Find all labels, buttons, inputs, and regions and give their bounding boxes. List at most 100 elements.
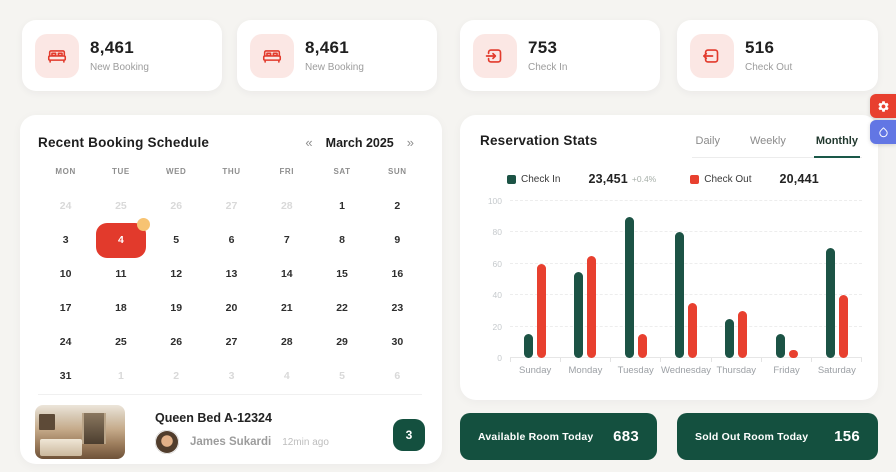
calendar-day[interactable]: 24 <box>59 336 72 348</box>
calendar-day[interactable]: 25 <box>115 200 127 212</box>
check-out-total: 20,441 <box>779 172 819 186</box>
calendar-day[interactable]: 2 <box>173 370 180 382</box>
calendar-day-selected[interactable]: 4 <box>93 217 150 258</box>
calendar-day[interactable]: 4 <box>283 370 290 382</box>
tab-weekly[interactable]: Weekly <box>749 135 786 147</box>
bar-check-in[interactable] <box>825 248 835 358</box>
calendar-day[interactable]: 16 <box>391 268 404 280</box>
bar-group-thursday <box>711 201 761 358</box>
calendar-day[interactable]: 1 <box>339 200 345 212</box>
calendar-day[interactable]: 28 <box>280 336 293 348</box>
weekday-header: SAT <box>333 166 351 176</box>
bar-check-out[interactable] <box>687 303 697 358</box>
calendar-day[interactable]: 28 <box>280 200 293 212</box>
bar-check-in[interactable] <box>624 216 634 358</box>
bar-check-in[interactable] <box>574 271 584 358</box>
calendar-day[interactable]: 3 <box>228 370 235 382</box>
sold-out-room-value: 156 <box>834 428 860 445</box>
calendar-day[interactable]: 23 <box>391 302 404 314</box>
calendar-day[interactable]: 13 <box>225 268 238 280</box>
chart-x-ticks <box>510 358 862 362</box>
calendar-day[interactable]: 6 <box>394 370 401 382</box>
calendar-day[interactable]: 26 <box>170 200 183 212</box>
weekday-header: FRI <box>279 166 295 176</box>
calendar-day[interactable]: 5 <box>339 370 345 382</box>
calendar-day[interactable]: 29 <box>336 336 348 348</box>
booking-count-badge: 3 <box>393 419 425 451</box>
booking-list-item[interactable]: Queen Bed A-12324 James Sukardi 12min ag… <box>35 404 427 459</box>
y-tick-label: 60 <box>492 258 502 269</box>
calendar-day[interactable]: 8 <box>339 234 345 246</box>
calendar-day[interactable]: 3 <box>62 234 69 246</box>
bar-check-in[interactable] <box>725 318 735 358</box>
bar-check-out[interactable] <box>788 350 798 358</box>
bar-check-out[interactable] <box>738 310 748 358</box>
next-month-button[interactable]: » <box>406 135 414 150</box>
legend-label-check-in: Check In <box>521 173 561 185</box>
calendar-day[interactable]: 6 <box>228 234 235 246</box>
bar-group-saturday <box>812 201 862 358</box>
calendar-day[interactable]: 7 <box>283 234 290 246</box>
reservation-bar-chart: 0 20 40 60 80 100 Sunday Monday Tuesday Wednesda… <box>480 196 862 391</box>
stat-value: 516 <box>745 38 775 57</box>
calendar-day[interactable]: 5 <box>173 234 180 246</box>
bar-check-in[interactable] <box>775 334 785 358</box>
calendar-day[interactable]: 2 <box>394 200 401 212</box>
check-in-total: 23,451 <box>588 172 628 186</box>
gear-icon <box>877 100 890 113</box>
calendar-day[interactable]: 22 <box>336 302 348 314</box>
calendar-day[interactable]: 19 <box>170 302 183 314</box>
calendar-day[interactable]: 1 <box>118 370 124 382</box>
calendar-day[interactable]: 21 <box>280 302 293 314</box>
available-room-label: Available Room Today <box>478 430 594 443</box>
calendar-day[interactable]: 17 <box>59 302 72 314</box>
calendar-day[interactable]: 24 <box>59 200 72 212</box>
gridline <box>510 231 862 233</box>
calendar-day[interactable]: 27 <box>225 200 238 212</box>
theme-button[interactable] <box>870 120 896 144</box>
bar-group-monday <box>560 201 610 358</box>
calendar-day[interactable]: 11 <box>115 268 127 280</box>
reservation-stats-panel: Reservation Stats Daily Weekly Monthly C… <box>460 115 878 400</box>
calendar-day[interactable]: 27 <box>225 336 238 348</box>
settings-button[interactable] <box>870 94 896 118</box>
bar-check-out[interactable] <box>537 263 547 358</box>
bar-check-out[interactable] <box>637 334 647 358</box>
stat-value: 8,461 <box>90 38 135 57</box>
bar-check-in[interactable] <box>524 334 534 358</box>
gridline <box>510 294 862 296</box>
y-tick-label: 100 <box>487 196 502 206</box>
day-event-dot <box>136 217 150 231</box>
prev-month-button[interactable]: « <box>305 135 313 150</box>
calendar-day[interactable]: 14 <box>280 268 293 280</box>
calendar-day[interactable]: 30 <box>391 336 404 348</box>
stat-value: 753 <box>528 38 558 57</box>
calendar-day[interactable]: 20 <box>225 302 238 314</box>
calendar-day[interactable]: 9 <box>394 234 401 246</box>
bar-check-in[interactable] <box>674 232 684 358</box>
tab-daily[interactable]: Daily <box>695 135 720 147</box>
calendar-day[interactable]: 31 <box>59 370 72 382</box>
stat-value: 8,461 <box>305 38 350 57</box>
bar-group-wednesday <box>661 201 711 358</box>
weekday-header: THU <box>222 166 241 176</box>
stat-card-new-booking-1: 8,461 New Booking <box>22 20 222 91</box>
calendar-day[interactable]: 15 <box>336 268 348 280</box>
bar-check-out[interactable] <box>587 255 597 358</box>
calendar-day[interactable]: 25 <box>115 336 127 348</box>
month-nav: « March 2025 » <box>305 136 414 150</box>
calendar-day[interactable]: 10 <box>59 268 72 280</box>
check-in-icon <box>473 33 517 78</box>
period-tabs: Daily Weekly Monthly <box>691 133 862 158</box>
chart-legend: Check In 23,451 +0.4% Check Out 20,441 <box>507 172 819 186</box>
calendar-day[interactable]: 12 <box>170 268 183 280</box>
stat-label: New Booking <box>305 62 364 73</box>
tab-monthly[interactable]: Monthly <box>813 133 860 158</box>
bar-group-sunday <box>510 201 560 358</box>
calendar-title: Recent Booking Schedule <box>38 135 210 150</box>
check-in-swatch <box>507 174 516 184</box>
calendar-day[interactable]: 18 <box>115 302 127 314</box>
bar-check-out[interactable] <box>838 295 848 358</box>
calendar-day[interactable]: 26 <box>170 336 183 348</box>
